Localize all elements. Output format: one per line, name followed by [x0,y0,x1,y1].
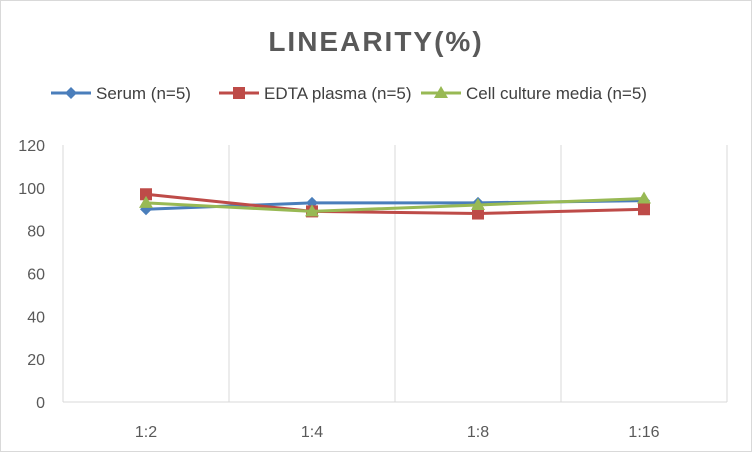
legend-marker [65,87,77,99]
y-tick-label: 0 [36,395,45,412]
y-tick-label: 100 [18,181,45,198]
x-tick-label: 1:4 [301,424,323,441]
legend-label: Serum (n=5) [96,84,191,103]
data-point [637,191,651,204]
plot-area: 0 20 40 60 80 100 120 1:2 1:4 1:8 1:16 [18,138,728,441]
x-tick-label: 1:2 [135,424,157,441]
data-point [139,195,153,208]
legend-item: Serum (n=5) [51,84,191,103]
series-line [145,197,645,213]
x-tick-label: 1:8 [467,424,489,441]
y-tick-label: 120 [18,138,45,155]
legend-label: EDTA plasma (n=5) [264,84,412,103]
data-point [472,207,484,220]
y-tick-label: 80 [27,224,45,241]
series-line [145,192,645,216]
data-point [638,203,650,216]
y-tick-label: 60 [27,267,45,284]
chart-title: LINEARITY(%) [268,26,483,57]
data-point [140,188,152,201]
data-point [471,197,485,210]
y-tick-label: 20 [27,352,45,369]
legend-item: Cell culture media (n=5) [421,84,647,103]
data-point [305,204,319,217]
legend: Serum (n=5) EDTA plasma (n=5) Cell culture… [51,84,647,103]
x-tick-label: 1:16 [628,424,659,441]
legend-item: EDTA plasma (n=5) [219,84,412,103]
legend-marker [434,86,448,98]
y-tick-label: 40 [27,309,45,326]
legend-label: Cell culture media (n=5) [466,84,647,103]
legend-marker [233,87,245,99]
series-2 [139,191,651,217]
